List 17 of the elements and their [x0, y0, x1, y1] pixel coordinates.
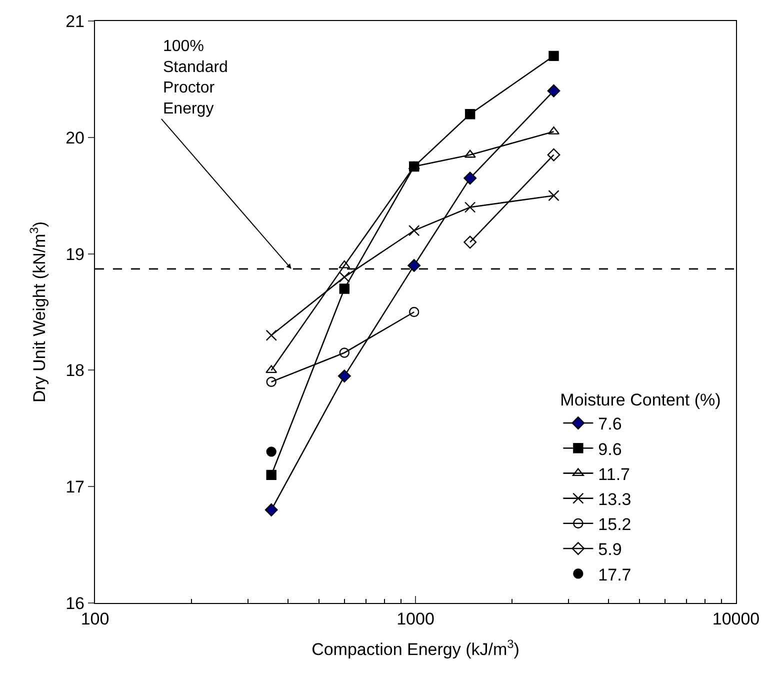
legend-label: 7.6 — [598, 414, 622, 434]
x-tick-label: 1000 — [396, 610, 434, 628]
legend-label: 9.6 — [598, 440, 622, 459]
y-tick-label: 21 — [66, 12, 84, 31]
x-axis-title: Compaction Energy (kJ/m$^{3}$) — [312, 636, 520, 659]
y-tick-label: 17 — [66, 478, 84, 497]
y-tick-label: 20 — [66, 128, 84, 148]
legend-label: 17.7 — [598, 565, 632, 584]
annotation: 100% Standard Proctor Energy — [163, 38, 228, 118]
legend-label: 11.7 — [598, 464, 630, 484]
legend-label: 5.9 — [598, 540, 622, 560]
y-tick-label: 18 — [66, 361, 84, 380]
legend-title: Moisture Content (%) — [560, 390, 721, 410]
legend-label: 15.2 — [598, 515, 632, 534]
x-tick-label: 10000 — [712, 610, 760, 628]
y-tick-label: 19 — [66, 244, 84, 264]
legend-label: 13.3 — [598, 490, 632, 509]
